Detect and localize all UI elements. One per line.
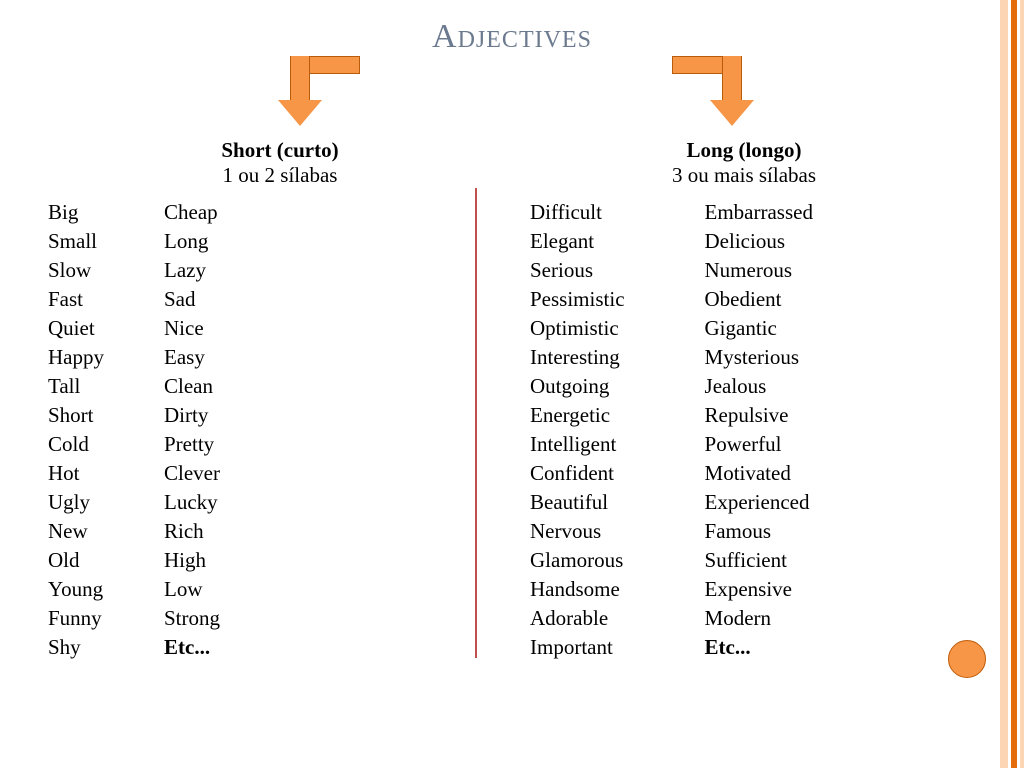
word-item: Obedient — [705, 285, 813, 314]
page-title: Adjectives — [0, 0, 1024, 56]
word-item: Elegant — [530, 227, 625, 256]
word-item: Big — [48, 198, 104, 227]
word-item: Repulsive — [705, 401, 813, 430]
word-item: Old — [48, 546, 104, 575]
word-item: Pessimistic — [530, 285, 625, 314]
word-item: Intelligent — [530, 430, 625, 459]
word-item: Optimistic — [530, 314, 625, 343]
word-item: Embarrassed — [705, 198, 813, 227]
long-header-sub: 3 ou mais sílabas — [544, 163, 944, 188]
short-column-1: BigSmallSlowFastQuietHappyTallShortColdH… — [48, 198, 104, 662]
arrow-left — [290, 56, 360, 126]
word-item: Powerful — [705, 430, 813, 459]
vertical-divider — [475, 188, 477, 658]
word-item: Happy — [48, 343, 104, 372]
word-item: Experienced — [705, 488, 813, 517]
word-item: Motivated — [705, 459, 813, 488]
word-item: Tall — [48, 372, 104, 401]
word-item: Famous — [705, 517, 813, 546]
arrow-right — [672, 56, 742, 126]
word-item: Long — [164, 227, 220, 256]
word-item: Sufficient — [705, 546, 813, 575]
word-item: High — [164, 546, 220, 575]
word-item: Lazy — [164, 256, 220, 285]
arrows-container — [0, 56, 1024, 136]
long-column-1: DifficultElegantSeriousPessimisticOptimi… — [530, 198, 625, 662]
word-item: Energetic — [530, 401, 625, 430]
word-item: Nervous — [530, 517, 625, 546]
long-adjectives-side: DifficultElegantSeriousPessimisticOptimi… — [470, 198, 950, 662]
word-item: Mysterious — [705, 343, 813, 372]
word-item: Cheap — [164, 198, 220, 227]
word-item: Gigantic — [705, 314, 813, 343]
word-item: Glamorous — [530, 546, 625, 575]
word-item: Funny — [48, 604, 104, 633]
word-item: Sad — [164, 285, 220, 314]
short-header: Short (curto) 1 ou 2 sílabas — [80, 138, 480, 188]
word-item: Ugly — [48, 488, 104, 517]
word-item: Dirty — [164, 401, 220, 430]
word-item: Low — [164, 575, 220, 604]
word-item: Cold — [48, 430, 104, 459]
word-item: Quiet — [48, 314, 104, 343]
etc-label: Etc... — [705, 633, 813, 662]
word-item: Jealous — [705, 372, 813, 401]
word-item: Outgoing — [530, 372, 625, 401]
decorative-dot — [948, 640, 986, 678]
word-item: Delicious — [705, 227, 813, 256]
word-item: Easy — [164, 343, 220, 372]
word-item: Short — [48, 401, 104, 430]
short-adjectives-side: BigSmallSlowFastQuietHappyTallShortColdH… — [40, 198, 470, 662]
word-item: Serious — [530, 256, 625, 285]
word-item: Young — [48, 575, 104, 604]
word-item: Slow — [48, 256, 104, 285]
word-item: Adorable — [530, 604, 625, 633]
word-item: Interesting — [530, 343, 625, 372]
etc-label: Etc... — [164, 633, 220, 662]
word-item: Lucky — [164, 488, 220, 517]
word-item: Numerous — [705, 256, 813, 285]
word-item: Important — [530, 633, 625, 662]
word-item: Beautiful — [530, 488, 625, 517]
word-item: Handsome — [530, 575, 625, 604]
long-header-title: Long (longo) — [544, 138, 944, 163]
word-item: Clever — [164, 459, 220, 488]
word-item: Rich — [164, 517, 220, 546]
word-item: New — [48, 517, 104, 546]
short-column-2: CheapLongLazySadNiceEasyCleanDirtyPretty… — [164, 198, 220, 662]
column-headers: Short (curto) 1 ou 2 sílabas Long (longo… — [0, 138, 1024, 188]
word-item: Confident — [530, 459, 625, 488]
short-header-sub: 1 ou 2 sílabas — [80, 163, 480, 188]
short-header-title: Short (curto) — [80, 138, 480, 163]
long-column-2: EmbarrassedDeliciousNumerousObedientGiga… — [705, 198, 813, 662]
word-item: Clean — [164, 372, 220, 401]
word-item: Hot — [48, 459, 104, 488]
word-item: Expensive — [705, 575, 813, 604]
long-header: Long (longo) 3 ou mais sílabas — [544, 138, 944, 188]
word-item: Pretty — [164, 430, 220, 459]
word-item: Modern — [705, 604, 813, 633]
content-area: BigSmallSlowFastQuietHappyTallShortColdH… — [0, 188, 1024, 662]
word-item: Nice — [164, 314, 220, 343]
word-item: Small — [48, 227, 104, 256]
word-item: Shy — [48, 633, 104, 662]
word-item: Difficult — [530, 198, 625, 227]
word-item: Fast — [48, 285, 104, 314]
word-item: Strong — [164, 604, 220, 633]
